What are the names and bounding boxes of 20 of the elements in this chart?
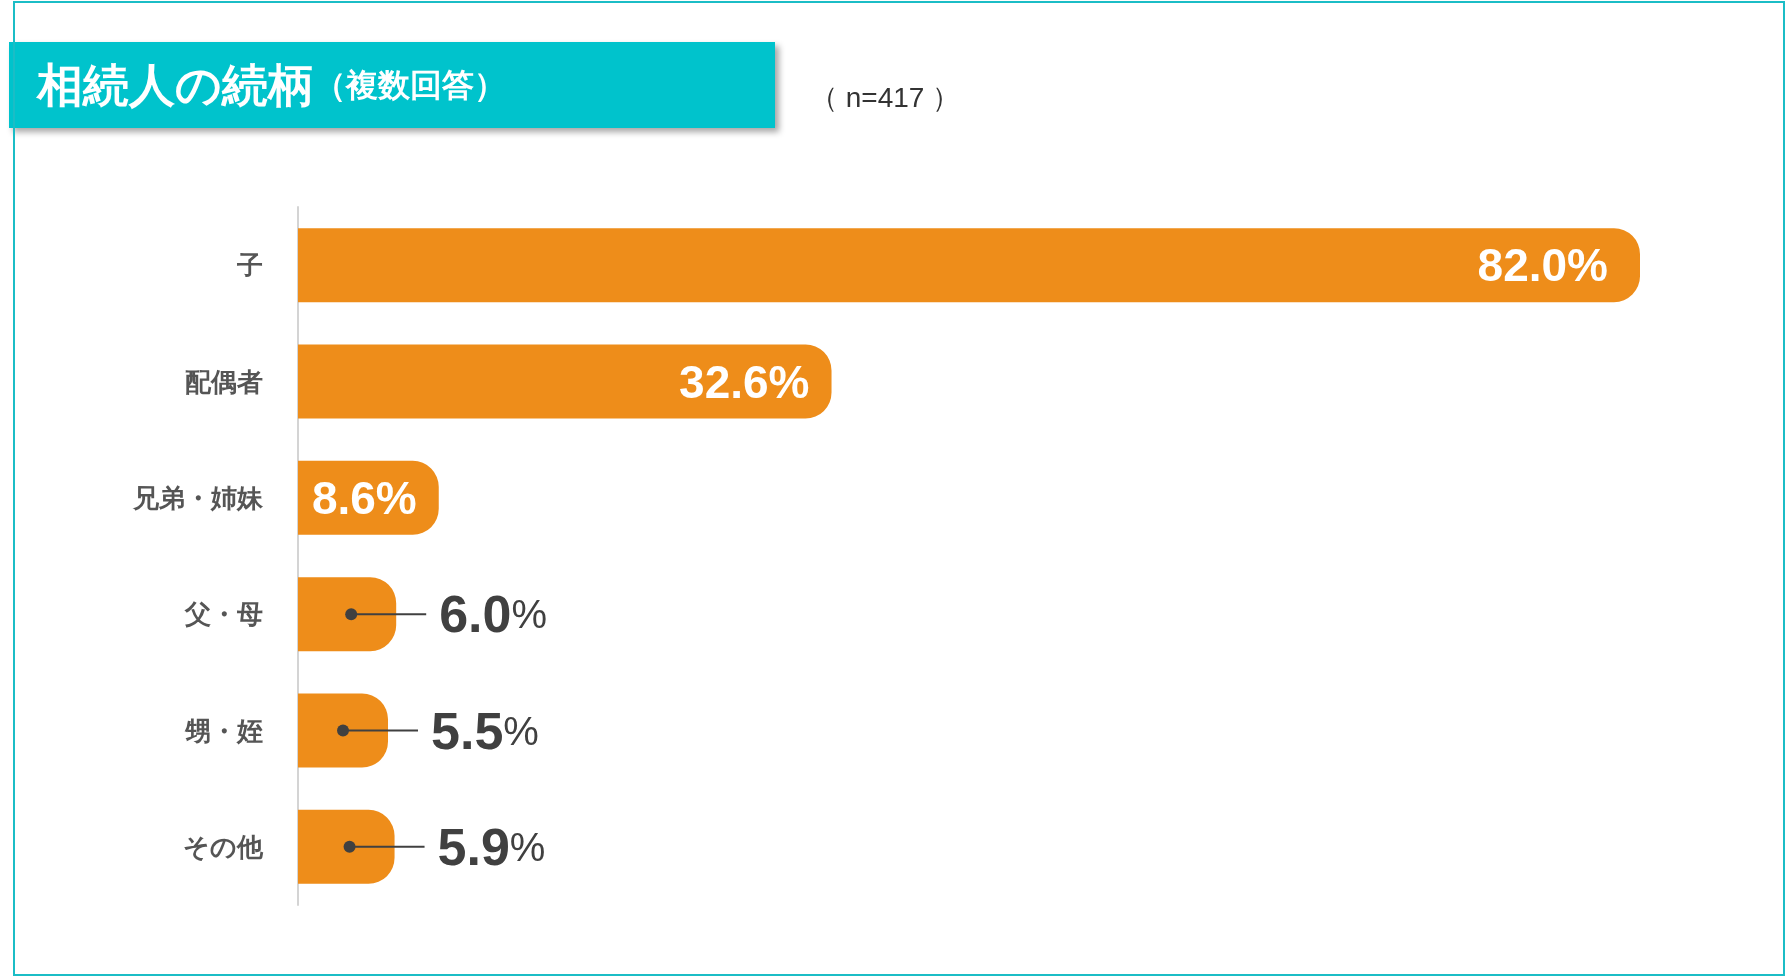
text: （ n=417 ） xyxy=(810,81,961,113)
data-label: 82.0% xyxy=(1477,239,1608,292)
chart-title: 相続人の続柄 xyxy=(35,59,314,111)
bar xyxy=(298,344,832,419)
bar xyxy=(298,577,397,652)
bar xyxy=(298,228,1640,303)
y-tick-label: 兄弟・姉妹 xyxy=(132,482,264,513)
data-label: 5.9% xyxy=(437,817,546,876)
data-label: 32.6% xyxy=(679,355,810,408)
data-label: 6.0% xyxy=(439,585,548,644)
data-label: 8.6% xyxy=(311,471,417,524)
bar xyxy=(298,693,389,768)
y-tick-label: 配偶者 xyxy=(185,366,263,397)
y-tick-label: 甥・姪 xyxy=(184,715,263,746)
data-label: 5.5% xyxy=(431,701,539,760)
y-tick-label: その他 xyxy=(183,831,264,862)
y-tick-label: 父・母 xyxy=(184,599,263,630)
chart-subtitle: （複数回答） xyxy=(314,67,506,103)
bar xyxy=(298,809,395,884)
y-tick-label: 子 xyxy=(236,250,263,281)
